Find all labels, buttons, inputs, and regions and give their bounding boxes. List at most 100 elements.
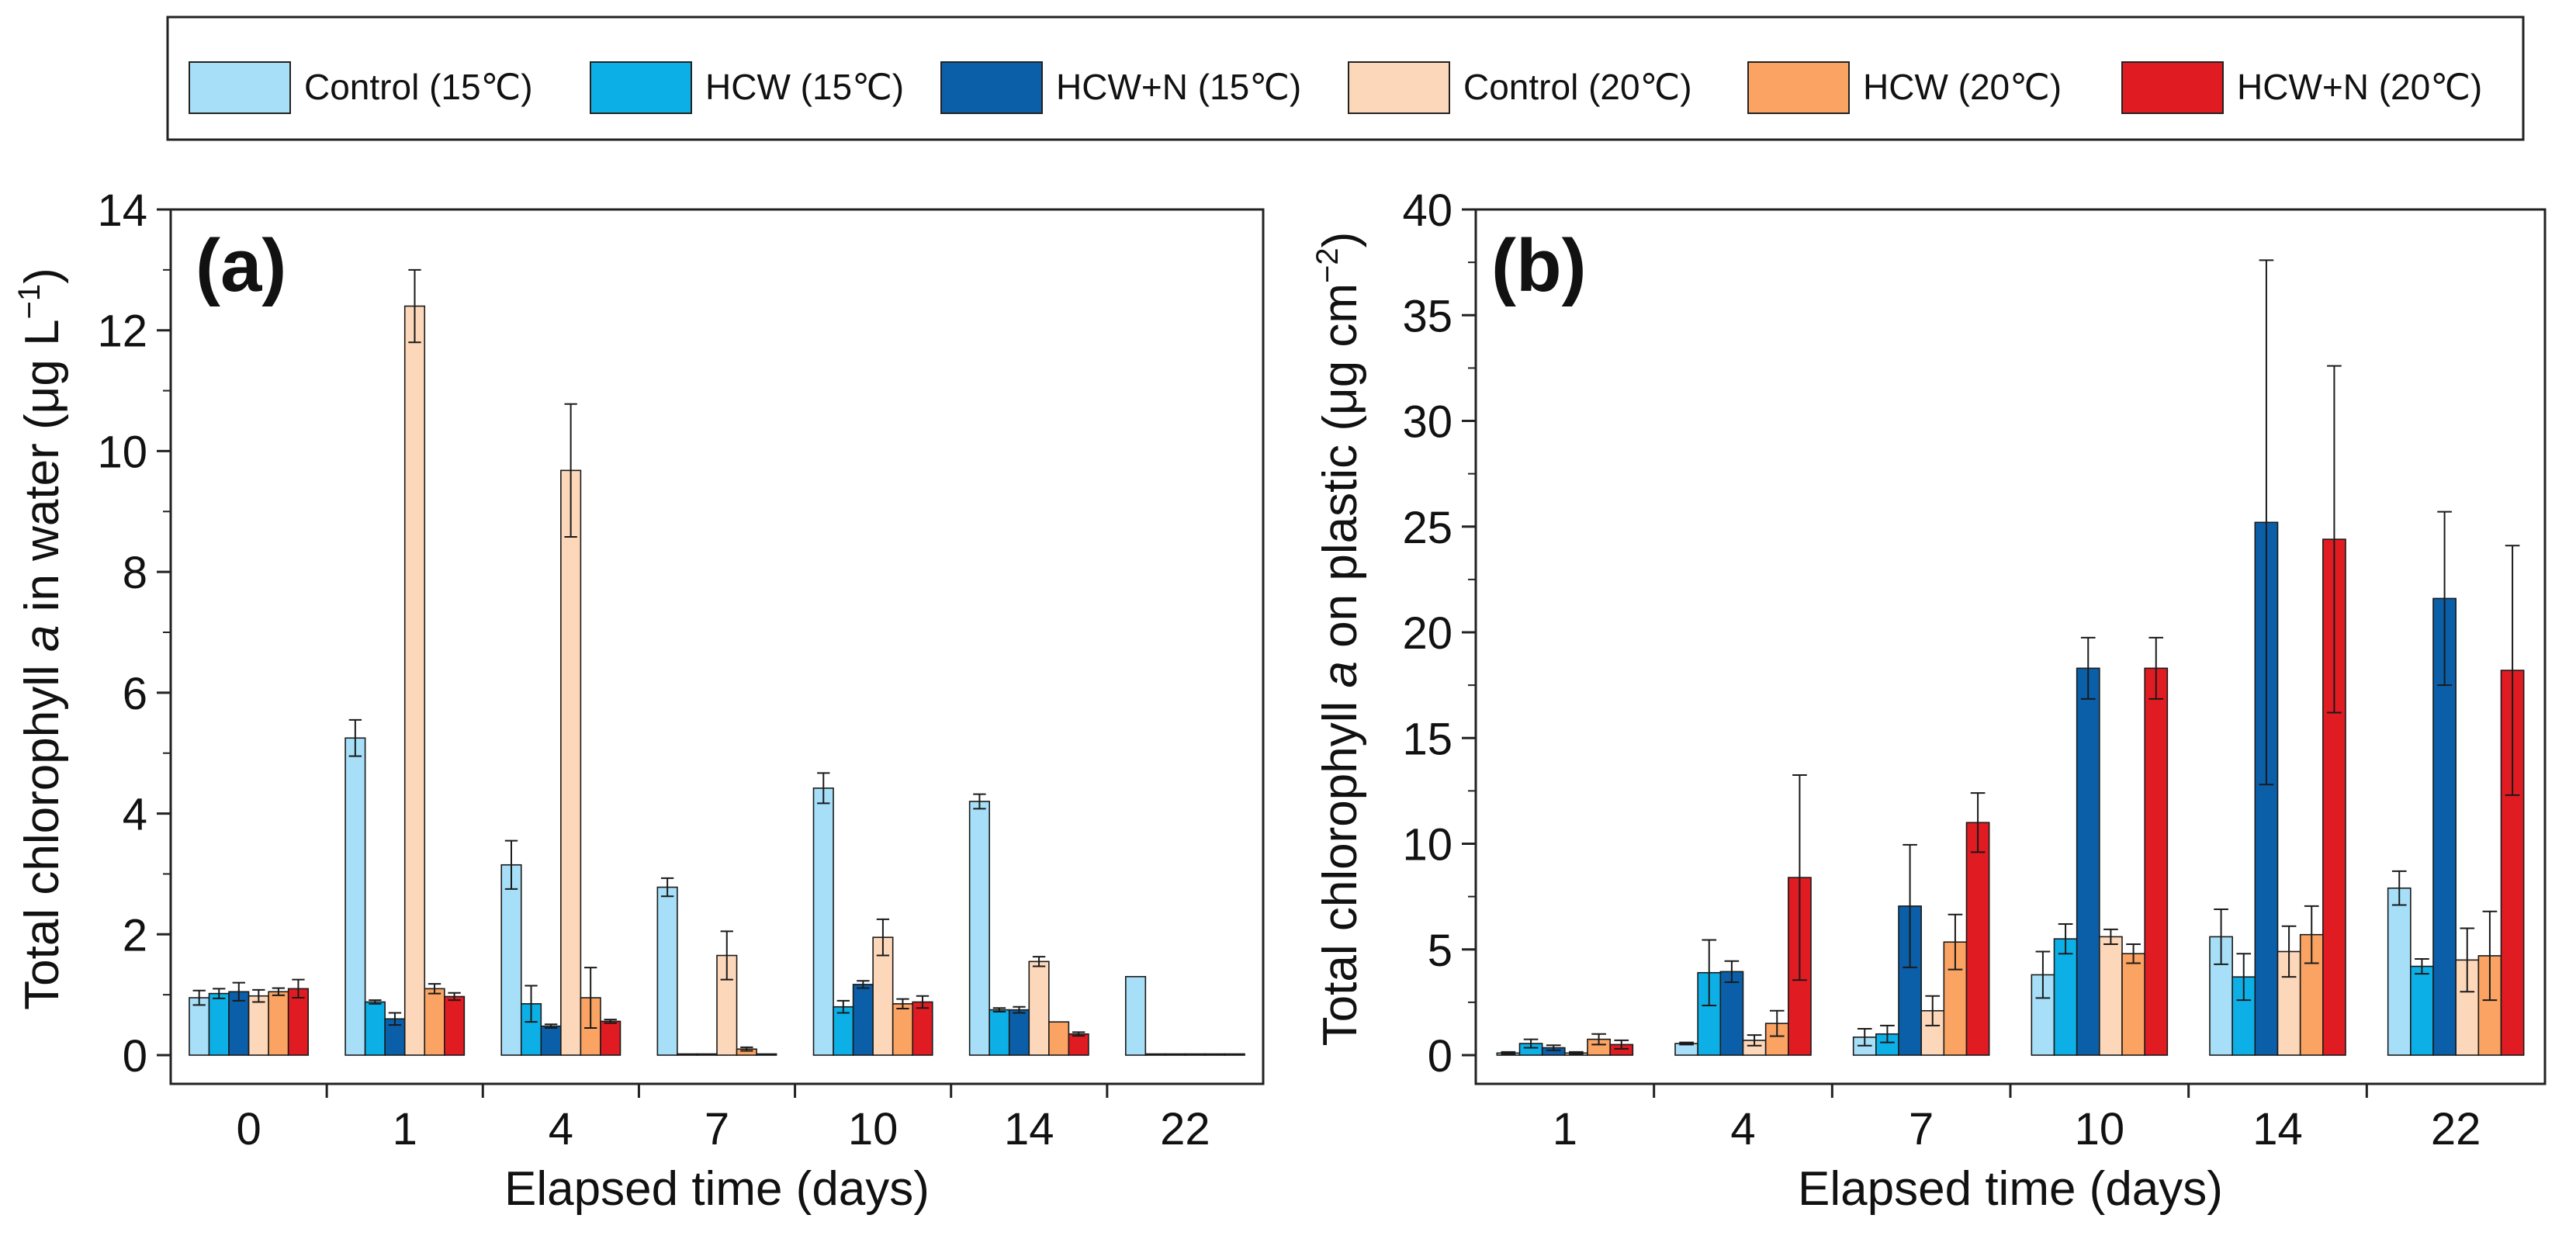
x-axis-label: Elapsed time (days): [504, 1162, 930, 1216]
y-tick-label: 6: [123, 669, 147, 719]
bar: [1165, 1053, 1186, 1056]
y-tick-label: 30: [1402, 397, 1452, 448]
x-tick-label: 14: [2252, 1104, 2303, 1154]
bar: [444, 995, 466, 1056]
legend-item: HCW (20℃): [1747, 61, 2062, 114]
category-group: 7: [1852, 792, 2012, 1154]
bar: [600, 1020, 621, 1056]
x-tick-label: 22: [2431, 1104, 2481, 1154]
bar: [812, 787, 834, 1056]
x-tick-label: 4: [1730, 1104, 1755, 1154]
y-label-text: ): [1314, 232, 1367, 248]
bar: [968, 801, 990, 1056]
bar: [912, 1001, 933, 1056]
legend-item: HCW+N (20℃): [2121, 61, 2482, 114]
bar: [403, 305, 426, 1056]
x-tick-label: 1: [393, 1104, 417, 1154]
bar: [2144, 667, 2169, 1056]
legend-swatch: [1747, 61, 1850, 114]
bar: [248, 995, 269, 1056]
legend-item: HCW (15℃): [590, 61, 904, 114]
y-tick-label: 25: [1402, 503, 1452, 553]
y-tick-label: 0: [123, 1031, 147, 1082]
bar: [1144, 1053, 1166, 1056]
legend-swatch: [1348, 61, 1450, 114]
bar: [756, 1053, 777, 1056]
x-tick-label: 10: [2075, 1104, 2125, 1154]
bar: [1224, 1053, 1245, 1056]
x-tick-label: 10: [848, 1104, 898, 1154]
legend-label: HCW+N (15℃): [1056, 67, 1301, 107]
category-group: 4: [500, 403, 640, 1154]
bar: [189, 997, 210, 1056]
x-tick-label: 7: [705, 1104, 729, 1154]
y-label-text: Total chlorophyll: [1314, 688, 1367, 1047]
legend-label: Control (20℃): [1463, 67, 1692, 107]
legend-swatch: [189, 61, 291, 114]
y-tick-label: 10: [1402, 820, 1452, 870]
y-label-italic: a: [16, 625, 69, 652]
category-group: 22: [2387, 511, 2525, 1154]
bar: [424, 988, 445, 1056]
y-tick-label: 35: [1402, 291, 1452, 341]
legend-label: HCW (15℃): [705, 67, 904, 107]
bar: [1008, 1009, 1030, 1056]
bar: [1124, 975, 1147, 1056]
plot-frame: [169, 208, 1265, 1085]
legend-label: HCW+N (20℃): [2237, 67, 2482, 107]
bar: [1028, 960, 1050, 1056]
bar: [2121, 953, 2145, 1056]
bar: [345, 737, 366, 1056]
legend-swatch: [2121, 61, 2224, 114]
legend-item: HCW+N (15℃): [940, 61, 1301, 114]
bar: [2076, 667, 2100, 1056]
category-group: 4: [1674, 774, 1833, 1154]
bar: [677, 1053, 698, 1056]
bar: [2387, 887, 2412, 1056]
bar: [268, 991, 289, 1056]
bar: [833, 1005, 854, 1056]
category-group: 1: [1496, 1033, 1656, 1154]
y-tick-label: 4: [123, 790, 147, 840]
y-tick-label: 2: [123, 910, 147, 960]
bar: [1204, 1053, 1226, 1056]
bar: [892, 1003, 914, 1056]
category-group: 22: [1124, 975, 1245, 1154]
y-tick-label: 15: [1402, 714, 1452, 764]
y-label-superscript: −1: [12, 284, 47, 320]
y-tick-label: 10: [97, 427, 147, 477]
bar: [2410, 965, 2434, 1056]
legend-label: HCW (20℃): [1863, 67, 2062, 107]
panel-label: (a): [196, 224, 286, 307]
category-group: 0: [189, 978, 328, 1154]
y-tick-label: 14: [97, 185, 147, 236]
legend-item: Control (15℃): [189, 61, 533, 114]
plot-frame: [1474, 208, 2547, 1085]
bar: [500, 864, 522, 1056]
category-group: 14: [968, 793, 1109, 1154]
category-group: 1: [345, 268, 484, 1154]
legend-item: Control (20℃): [1348, 61, 1692, 114]
category-group: 7: [656, 877, 797, 1154]
category-group: 10: [2031, 636, 2190, 1154]
bar: [1719, 971, 1744, 1056]
y-label-text: ): [16, 268, 69, 284]
category-group: 10: [812, 772, 953, 1154]
bar: [852, 984, 874, 1056]
y-tick-label: 5: [1428, 926, 1452, 976]
y-tick-label: 20: [1402, 608, 1452, 659]
y-tick-label: 40: [1402, 185, 1452, 236]
legend-swatch: [590, 61, 692, 114]
legend-swatch: [940, 61, 1043, 114]
x-tick-label: 14: [1004, 1104, 1054, 1154]
y-tick-label: 0: [1428, 1031, 1452, 1082]
legend: Control (15℃) HCW (15℃) HCW+N (15℃) Control…: [166, 16, 2525, 141]
bar: [2477, 955, 2502, 1056]
bar: [2500, 670, 2525, 1056]
x-tick-label: 22: [1160, 1104, 1210, 1154]
bar: [1068, 1033, 1089, 1056]
y-label-italic: a: [1314, 661, 1367, 687]
